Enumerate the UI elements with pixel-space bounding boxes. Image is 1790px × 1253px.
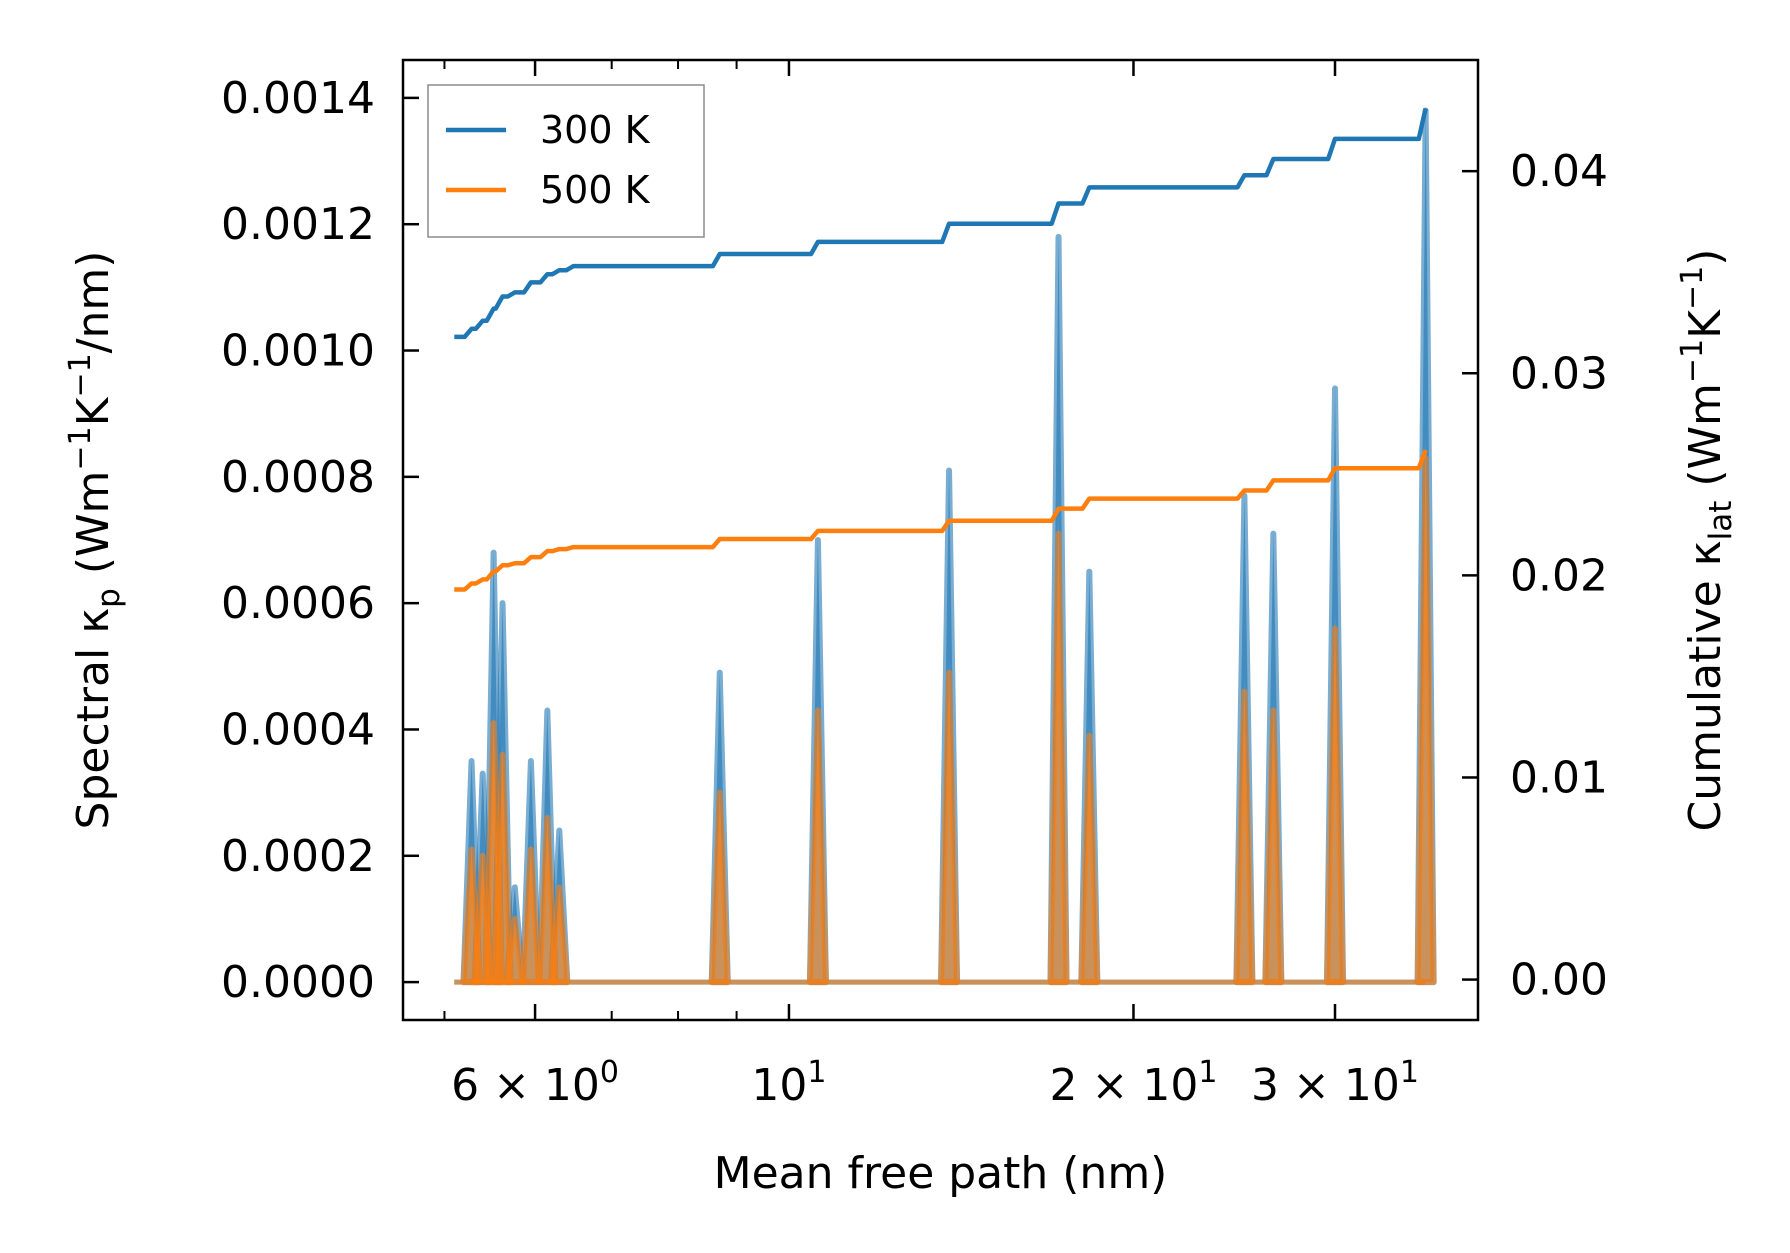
right-y-axis-label-superscript: −1 bbox=[1675, 266, 1710, 310]
plot-area bbox=[454, 107, 1437, 986]
x-tick-exponent: 1 bbox=[1400, 1055, 1419, 1090]
spectral-peak-500-k bbox=[519, 846, 542, 986]
spectral-peak-500-k bbox=[1047, 530, 1070, 986]
spectral-peak-500-k bbox=[536, 814, 559, 986]
x-tick-label: 2 × 101 bbox=[1050, 1055, 1218, 1111]
left-y-axis-label-subscript: p bbox=[91, 588, 127, 608]
left-y-axis-label-main: Spectral κ bbox=[68, 608, 119, 830]
spectral-peak-500-k bbox=[708, 789, 731, 986]
x-tick-label: 101 bbox=[751, 1055, 826, 1111]
right-y-axis-label-main: Cumulative κ bbox=[1680, 540, 1731, 831]
left-y-tick-label: 0.0010 bbox=[221, 326, 375, 377]
left-y-axis-label-superscript: −1 bbox=[63, 353, 98, 397]
x-tick-exponent: 1 bbox=[1198, 1055, 1217, 1090]
left-y-axis-label-unit: /nm) bbox=[68, 251, 119, 354]
right-y-axis-label-unit: K bbox=[1680, 309, 1731, 339]
x-tick-exponent: 0 bbox=[600, 1055, 619, 1090]
right-y-tick-label: 0.01 bbox=[1510, 752, 1608, 803]
x-tick-label: 6 × 100 bbox=[451, 1055, 619, 1111]
left-y-axis-label-unit: K bbox=[68, 396, 119, 426]
right-y-axis-label: Cumulative κlat (Wm−1K−1) bbox=[1675, 249, 1739, 832]
spectral-peak-500-k bbox=[1414, 454, 1437, 986]
x-tick-exponent: 1 bbox=[807, 1055, 826, 1090]
plot-frame bbox=[401, 58, 1480, 1022]
left-y-axis-label: Spectral κp (Wm−1K−1/nm) bbox=[63, 251, 127, 830]
left-y-tick-label: 0.0002 bbox=[221, 831, 375, 882]
left-y-tick-label: 0.0004 bbox=[221, 704, 375, 755]
right-y-tick-label: 0.00 bbox=[1510, 955, 1608, 1006]
right-y-tick-label: 0.02 bbox=[1510, 550, 1608, 601]
legend: 300 K 500 K bbox=[427, 84, 705, 238]
legend-label-500-k: 500 K bbox=[540, 168, 651, 212]
spectral-peak-500-k bbox=[806, 707, 829, 986]
right-y-axis-label-superscript: −1 bbox=[1675, 339, 1710, 383]
left-y-tick-label: 0.0008 bbox=[221, 452, 375, 503]
cumulative-line-500-k bbox=[454, 449, 1428, 592]
spectral-peak-500-k bbox=[1324, 625, 1347, 986]
legend-frame bbox=[427, 84, 705, 238]
spectral-peak-500-k bbox=[503, 915, 526, 986]
spectral-series-500-k bbox=[454, 454, 1437, 986]
right-y-axis-label-unit: (Wm bbox=[1680, 383, 1731, 501]
spectral-peak-500-k bbox=[938, 669, 961, 986]
right-y-tick-label: 0.03 bbox=[1510, 348, 1608, 399]
x-tick-base: 10 bbox=[751, 1060, 807, 1111]
x-tick-mantissa: 2 × 10 bbox=[1050, 1060, 1199, 1111]
x-tick-label: 3 × 101 bbox=[1251, 1055, 1419, 1111]
cumulative-line-300-k bbox=[454, 108, 1428, 340]
x-tick-mantissa: 6 × 10 bbox=[451, 1060, 600, 1111]
left-y-tick-label: 0.0014 bbox=[221, 73, 375, 124]
spectral-peak-500-k bbox=[548, 884, 571, 986]
left-y-tick-label: 0.0006 bbox=[221, 578, 375, 629]
spectral-peak-500-k bbox=[1078, 732, 1101, 986]
right-y-tick-label: 0.04 bbox=[1510, 146, 1608, 197]
right-y-axis-label-subscript: lat bbox=[1703, 501, 1739, 541]
x-axis-label: Mean free path (nm) bbox=[714, 1148, 1168, 1199]
left-y-tick-label: 0.0012 bbox=[221, 199, 375, 250]
spectral-peak-500-k bbox=[491, 751, 514, 986]
spectral-peak-500-k bbox=[1262, 707, 1285, 986]
left-y-tick-label: 0.0000 bbox=[221, 957, 375, 1008]
spectral-peak-500-k bbox=[1233, 688, 1256, 986]
left-y-axis-label-unit: (Wm bbox=[68, 471, 119, 589]
x-tick-mantissa: 3 × 10 bbox=[1251, 1060, 1400, 1111]
right-y-axis-label-unit: ) bbox=[1680, 249, 1731, 266]
left-y-axis-label-superscript: −1 bbox=[63, 426, 98, 470]
legend-label-300-k: 300 K bbox=[540, 108, 651, 152]
axes: 6 × 100 101 2 × 101 3 × 1010.00000.00020.00… bbox=[63, 58, 1739, 1199]
